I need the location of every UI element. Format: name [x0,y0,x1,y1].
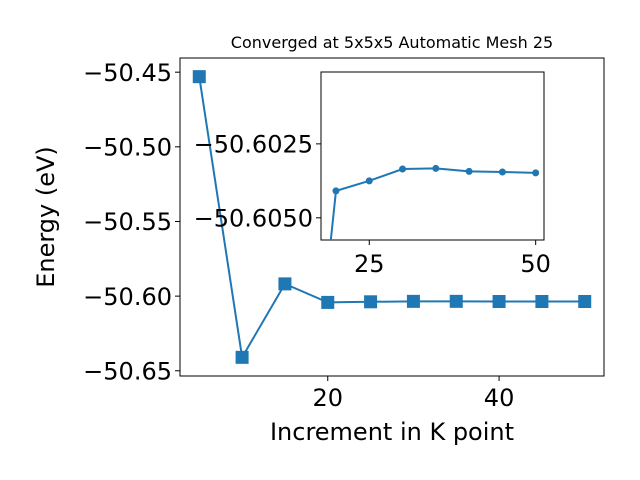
inset-plot: 25 50 −50.6050 −50.6025 [194,71,551,278]
y-tick-label: −50.6025 [194,131,313,159]
y-tick-label: −50.6050 [194,204,313,232]
series-line [198,76,585,361]
data-point [365,177,373,185]
main-x-ticks: 20 40 [312,376,514,412]
data-point [535,295,549,309]
data-point [432,164,440,172]
x-tick-label: 25 [354,250,385,278]
x-tick-label: 50 [520,250,551,278]
data-point [498,168,506,176]
data-point [449,294,463,308]
data-point [235,350,249,364]
data-point [406,294,420,308]
data-point [578,295,592,309]
y-tick-label: −50.45 [83,59,172,87]
main-y-ticks: −50.45 −50.50 −50.55 −50.60 −50.65 [83,59,180,385]
inset-y-ticks: −50.6050 −50.6025 [194,131,321,232]
data-point [278,277,292,291]
data-point [332,187,340,195]
y-tick-label: −50.50 [83,133,172,161]
main-series [192,70,592,364]
y-tick-label: −50.55 [83,208,172,236]
x-axis-label: Increment in K point [270,418,514,446]
data-point [532,169,540,177]
data-point [399,165,407,173]
inset-plot-frame [320,71,545,241]
y-axis-label: Energy (eV) [32,146,60,288]
y-tick-label: −50.65 [83,357,172,385]
data-point [192,70,206,84]
series-line [329,167,536,240]
x-tick-label: 40 [484,384,515,412]
inset-series [329,164,540,240]
main-title: Converged at 5x5x5 Automatic Mesh 25 [231,33,553,52]
data-point [364,295,378,309]
data-point [492,295,506,309]
inset-x-ticks: 25 50 [354,240,551,278]
data-point [321,295,335,309]
x-tick-label: 20 [312,384,343,412]
y-tick-label: −50.60 [83,283,172,311]
data-point [465,167,473,175]
